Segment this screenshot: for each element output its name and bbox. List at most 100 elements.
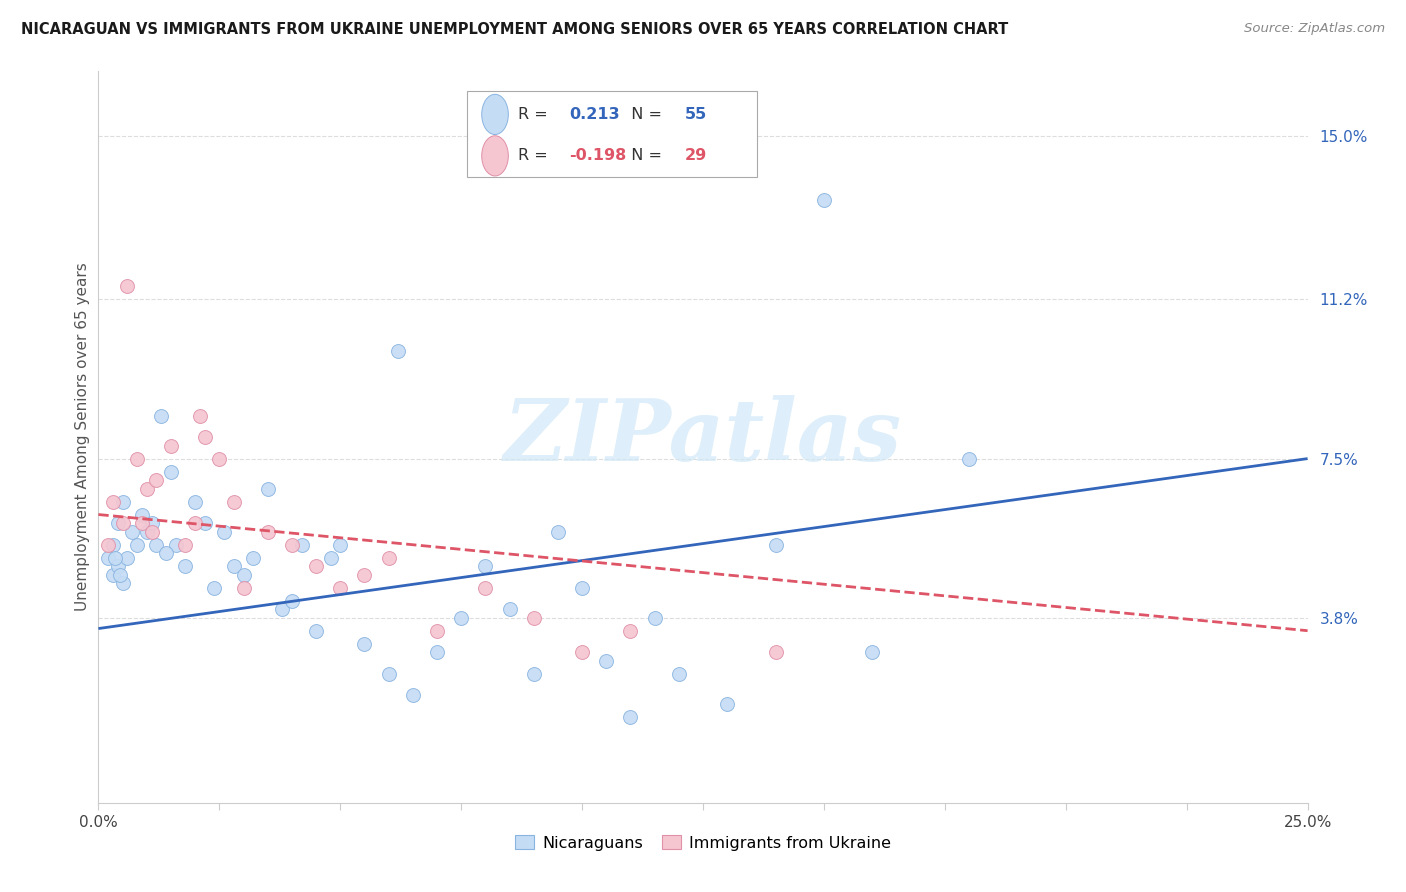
Point xyxy=(155,546,177,560)
Text: 55: 55 xyxy=(685,107,707,122)
Point xyxy=(232,567,254,582)
Point xyxy=(256,524,278,539)
Point xyxy=(290,538,312,552)
Point xyxy=(716,697,738,711)
Point xyxy=(860,645,883,659)
Point xyxy=(426,624,449,638)
Text: NICARAGUAN VS IMMIGRANTS FROM UKRAINE UNEMPLOYMENT AMONG SENIORS OVER 65 YEARS C: NICARAGUAN VS IMMIGRANTS FROM UKRAINE UN… xyxy=(21,22,1008,37)
Point xyxy=(131,508,153,522)
Point xyxy=(135,524,157,539)
Point xyxy=(160,439,183,453)
Point xyxy=(242,550,264,565)
Point xyxy=(498,602,520,616)
Point xyxy=(145,473,167,487)
Point xyxy=(194,430,217,444)
Point xyxy=(97,550,120,565)
Text: -0.198: -0.198 xyxy=(569,148,626,163)
Ellipse shape xyxy=(482,136,509,176)
Point xyxy=(127,451,149,466)
Point xyxy=(222,559,245,574)
Point xyxy=(111,576,134,591)
Point xyxy=(101,538,124,552)
Point xyxy=(131,516,153,530)
Ellipse shape xyxy=(482,95,509,135)
Point xyxy=(377,666,399,681)
Text: 0.213: 0.213 xyxy=(569,107,620,122)
Point xyxy=(329,581,352,595)
Point xyxy=(232,581,254,595)
Point xyxy=(387,344,409,359)
Point xyxy=(305,559,328,574)
Point xyxy=(765,645,787,659)
Point xyxy=(107,559,129,574)
Point xyxy=(595,654,617,668)
Point xyxy=(319,550,342,565)
Point xyxy=(194,516,217,530)
Point xyxy=(571,581,593,595)
Point xyxy=(160,465,183,479)
Point xyxy=(145,538,167,552)
Text: N =: N = xyxy=(621,107,666,122)
Point xyxy=(104,550,127,565)
Text: Source: ZipAtlas.com: Source: ZipAtlas.com xyxy=(1244,22,1385,36)
Point xyxy=(426,645,449,659)
Text: R =: R = xyxy=(517,107,553,122)
Text: 29: 29 xyxy=(685,148,707,163)
Point xyxy=(174,559,197,574)
Y-axis label: Unemployment Among Seniors over 65 years: Unemployment Among Seniors over 65 years xyxy=(75,263,90,611)
Point xyxy=(668,666,690,681)
Point xyxy=(188,409,211,423)
Point xyxy=(523,611,546,625)
Point xyxy=(644,611,666,625)
Point xyxy=(184,494,207,508)
Point xyxy=(222,494,245,508)
Text: N =: N = xyxy=(621,148,666,163)
Point xyxy=(165,538,187,552)
Point xyxy=(765,538,787,552)
Point xyxy=(141,516,163,530)
Point xyxy=(101,567,124,582)
Point xyxy=(184,516,207,530)
Point xyxy=(353,637,375,651)
Point xyxy=(377,550,399,565)
Point xyxy=(174,538,197,552)
Point xyxy=(212,524,235,539)
Point xyxy=(281,593,304,607)
Point xyxy=(523,666,546,681)
Point xyxy=(281,538,304,552)
Text: R =: R = xyxy=(517,148,553,163)
Point xyxy=(474,581,496,595)
Point xyxy=(117,279,139,293)
Point xyxy=(305,624,328,638)
Point xyxy=(101,494,124,508)
Point xyxy=(813,194,835,208)
Point xyxy=(329,538,352,552)
Point xyxy=(208,451,231,466)
FancyBboxPatch shape xyxy=(467,91,758,178)
Point xyxy=(619,624,641,638)
Point xyxy=(141,524,163,539)
Point xyxy=(353,567,375,582)
Point xyxy=(135,482,157,496)
Point xyxy=(957,451,980,466)
Point xyxy=(150,409,173,423)
Legend: Nicaraguans, Immigrants from Ukraine: Nicaraguans, Immigrants from Ukraine xyxy=(509,829,897,857)
Point xyxy=(271,602,294,616)
Point xyxy=(97,538,120,552)
Point xyxy=(571,645,593,659)
Point xyxy=(111,516,134,530)
Point xyxy=(474,559,496,574)
Point xyxy=(256,482,278,496)
Point xyxy=(402,688,425,702)
Point xyxy=(117,550,139,565)
Point xyxy=(450,611,472,625)
Point xyxy=(619,710,641,724)
Point xyxy=(108,567,131,582)
Point xyxy=(121,524,143,539)
Point xyxy=(204,581,226,595)
Point xyxy=(111,494,134,508)
Point xyxy=(127,538,149,552)
Point xyxy=(107,516,129,530)
Text: ZIPatlas: ZIPatlas xyxy=(503,395,903,479)
Point xyxy=(547,524,569,539)
